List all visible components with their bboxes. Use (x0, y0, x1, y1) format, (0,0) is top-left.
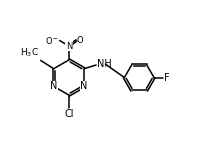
Text: NH: NH (97, 59, 111, 69)
Text: O: O (76, 36, 83, 45)
Text: O$^-$: O$^-$ (44, 35, 58, 46)
Text: N: N (80, 81, 87, 91)
Text: N: N (50, 81, 57, 91)
Text: Cl: Cl (64, 109, 73, 119)
Text: F: F (163, 73, 169, 83)
Text: N: N (65, 42, 72, 51)
Text: H$_3$C: H$_3$C (20, 47, 39, 59)
